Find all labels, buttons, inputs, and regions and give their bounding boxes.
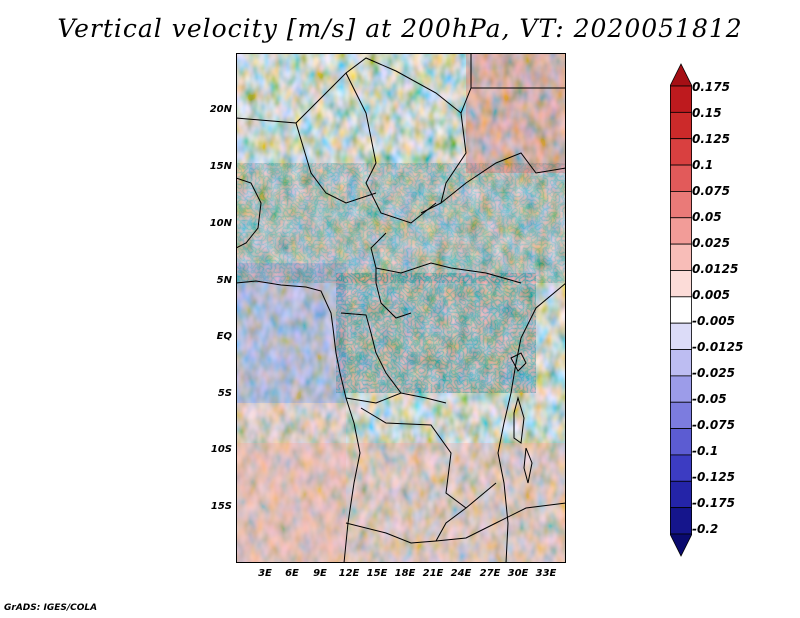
colorbar-label-5: 0.05 [692,210,722,224]
lat-label-eq: EQ [216,331,232,342]
lat-label-15s: 15S [210,501,232,512]
lon-label-18e: 18E [394,568,416,579]
lon-label-33e: 33E [535,568,557,579]
southern-positive-region [236,443,566,563]
colorbar-segment [670,243,692,271]
chart-title: Vertical velocity [m/s] at 200hPa, VT: 2… [57,14,743,43]
colorbar [670,63,692,557]
colorbar-label-2: 0.125 [692,132,730,146]
colorbar-label-7: 0.0125 [692,262,739,276]
lon-label-3e: 3E [258,568,272,579]
lon-label-9e: 9E [313,568,327,579]
lon-label-30e: 30E [507,568,529,579]
colorbar-label-4: 0.075 [692,184,730,198]
map-frame [236,53,566,563]
colorbar-segment [670,270,692,298]
colorbar-label-14: -0.1 [692,444,719,458]
southwest-pink-region [236,403,346,563]
lon-label-6e: 6E [285,568,299,579]
northeast-red-region [466,53,566,173]
colorbar-label-8: 0.005 [692,288,730,302]
lat-label-5s: 5S [217,388,232,399]
colorbar-segment [670,138,692,166]
colorbar-segment [670,217,692,245]
lon-label-21e: 21E [422,568,444,579]
lakes [510,352,533,484]
colorbar-label-1: 0.15 [692,106,722,120]
colorbar-label-9: -0.005 [692,314,735,328]
colorbar-label-13: -0.075 [692,418,735,432]
credit-text: GrADS: IGES/COLA [4,603,98,613]
colorbar-segment [670,322,692,350]
colorbar-label-6: 0.025 [692,236,730,250]
country-borders [236,53,566,544]
colorbar-segment [670,454,692,482]
colorbar-segment [670,428,692,456]
lon-label-12e: 12E [338,568,360,579]
colorbar-label-17: -0.2 [692,522,719,536]
colorbar-segment [670,164,692,192]
lon-label-15e: 15E [366,568,388,579]
coastlines [236,177,566,563]
central-convective-region [336,273,536,393]
lat-label-10s: 10S [210,444,232,455]
colorbar-segment [670,349,692,377]
lon-label-24e: 24E [450,568,472,579]
lat-label-5n: 5N [216,275,232,286]
lat-label-15n: 15N [209,161,232,172]
colorbar-segment [670,401,692,429]
colorbar-segment [670,296,692,324]
colorbar-segment [670,85,692,113]
colorbar-label-12: -0.05 [692,392,727,406]
colorbar-segment [670,111,692,140]
colorbar-label-0: 0.175 [692,80,730,94]
lon-label-27e: 27E [479,568,501,579]
lat-label-20n: 20N [209,104,232,115]
colorbar-segment [670,507,692,535]
atlantic-blue-region [236,263,346,403]
colorbar-label-15: -0.125 [692,470,735,484]
colorbar-label-11: -0.025 [692,366,735,380]
colorbar-segment [670,191,692,219]
colorbar-label-3: 0.1 [692,158,714,172]
colorbar-arrow-top [670,63,692,87]
colorbar-segment [670,480,692,509]
colorbar-label-10: -0.0125 [692,340,744,354]
sahel-convective-region [236,163,566,283]
colorbar-segment [670,375,692,403]
map-panel [236,53,566,563]
colorbar-arrow-bottom [670,533,692,557]
lat-label-10n: 10N [209,218,232,229]
colorbar-label-16: -0.175 [692,496,735,510]
